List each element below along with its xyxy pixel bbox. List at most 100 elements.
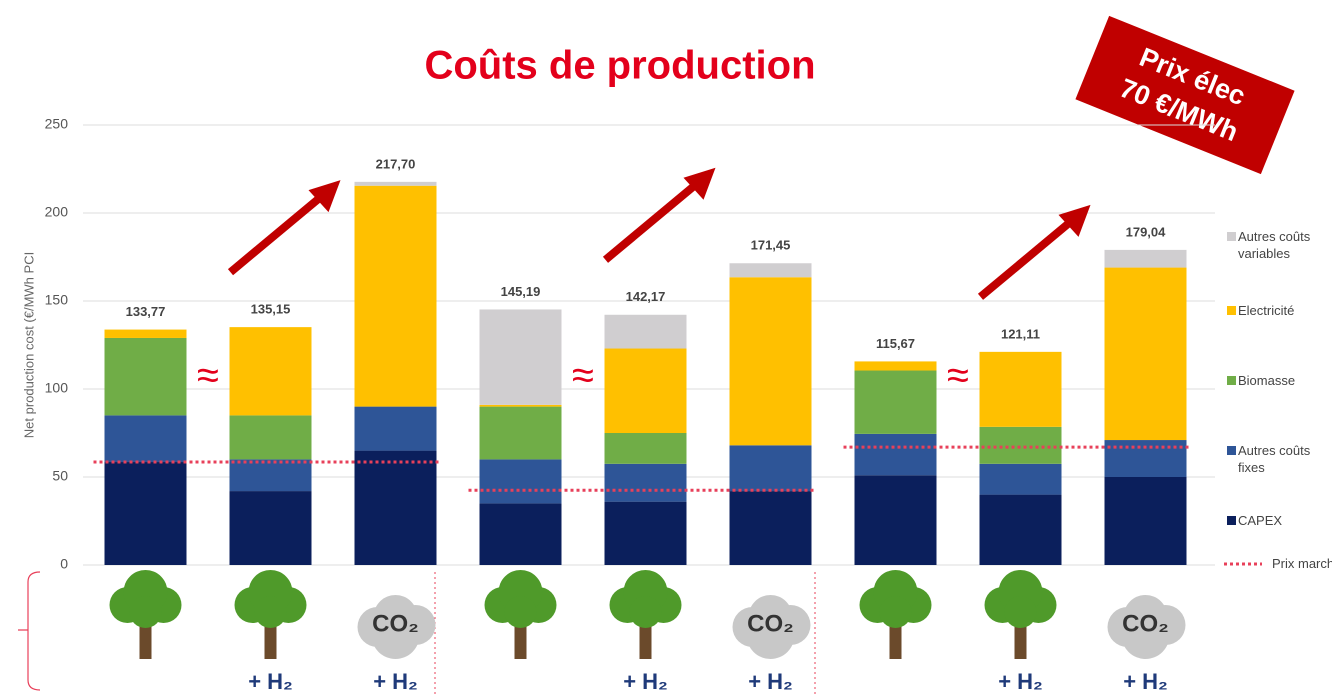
approx-symbol: ≈ bbox=[197, 354, 219, 398]
bar-segment bbox=[604, 463, 687, 502]
legend-item: Electricité bbox=[1238, 303, 1295, 318]
bar-segment bbox=[479, 404, 562, 407]
tree-icon bbox=[859, 570, 932, 659]
bar-segment bbox=[979, 463, 1062, 495]
bar-segment bbox=[229, 327, 312, 416]
bar-segment bbox=[479, 459, 562, 504]
bar-segment bbox=[604, 314, 687, 349]
tree-icon bbox=[109, 570, 182, 659]
x-tick-label: + H₂ bbox=[748, 669, 793, 694]
total-label: 115,67 bbox=[876, 336, 915, 351]
co2-label: CO₂ bbox=[1122, 610, 1169, 637]
y-tick-label: 50 bbox=[52, 468, 68, 484]
bar-segment bbox=[229, 491, 312, 565]
bar-segment bbox=[979, 494, 1062, 565]
bar-segment bbox=[854, 370, 937, 434]
tree-canopy bbox=[504, 596, 537, 628]
bar-segment bbox=[104, 329, 187, 338]
bar-segment bbox=[729, 445, 812, 492]
total-label: 133,77 bbox=[126, 304, 166, 319]
co2-icon: CO₂ bbox=[1107, 595, 1186, 659]
tree-icon bbox=[234, 570, 307, 659]
tree-icon bbox=[484, 570, 557, 659]
legend-item: Prix marché bbox=[1272, 556, 1332, 571]
cloud-part bbox=[746, 611, 795, 659]
total-label: 217,70 bbox=[376, 156, 416, 171]
tree-icon bbox=[984, 570, 1057, 659]
bar-segment bbox=[104, 337, 187, 416]
y-tick-label: 0 bbox=[60, 556, 68, 572]
bar-segment bbox=[229, 415, 312, 460]
bar-segment bbox=[1104, 477, 1187, 565]
bar-segment bbox=[354, 450, 437, 565]
trend-arrow bbox=[977, 218, 1074, 300]
bar-segment bbox=[479, 309, 562, 405]
cloud-part bbox=[1121, 611, 1170, 659]
legend-item: Autres coûts fixes bbox=[1238, 443, 1311, 475]
bar-segment bbox=[604, 433, 687, 464]
y-tick-label: 200 bbox=[45, 204, 69, 220]
legend-swatch bbox=[1227, 306, 1236, 315]
tree-canopy bbox=[129, 596, 162, 628]
bar-segment bbox=[1104, 267, 1187, 441]
bar-segment bbox=[479, 406, 562, 460]
bar-segment bbox=[604, 348, 687, 433]
bar-segment bbox=[854, 475, 937, 565]
x-tick-label: + H₂ bbox=[623, 669, 668, 694]
y-tick-label: 150 bbox=[45, 292, 69, 308]
co2-icon: CO₂ bbox=[357, 595, 436, 659]
bar-segment bbox=[729, 491, 812, 565]
bar-segment bbox=[604, 501, 687, 565]
chart-title: Coûts de production bbox=[424, 44, 815, 88]
tree-canopy bbox=[1004, 596, 1037, 628]
legend-item: CAPEX bbox=[1238, 513, 1283, 528]
x-tick-label: + H₂ bbox=[998, 669, 1043, 694]
tree-canopy bbox=[879, 596, 912, 628]
approx-symbol: ≈ bbox=[947, 354, 969, 398]
bar-segment bbox=[729, 277, 812, 446]
legend-item: Autres coûts variables bbox=[1238, 229, 1311, 261]
y-axis-label: Net production cost (€/MWh PCI bbox=[21, 252, 36, 438]
approx-symbol: ≈ bbox=[572, 354, 594, 398]
y-tick-label: 100 bbox=[45, 380, 69, 396]
tree-canopy bbox=[254, 596, 287, 628]
trend-arrow-head bbox=[308, 180, 341, 213]
cloud-part bbox=[371, 611, 420, 659]
bar-segment bbox=[979, 426, 1062, 464]
total-label: 145,19 bbox=[501, 284, 541, 299]
trend-arrow-head bbox=[1058, 204, 1091, 237]
legend-swatch bbox=[1227, 376, 1236, 385]
bar-segment bbox=[479, 503, 562, 565]
badge-box bbox=[1075, 15, 1295, 175]
trend-arrow-head bbox=[683, 167, 716, 200]
bar-segment bbox=[1104, 249, 1187, 268]
legend-swatch bbox=[1227, 446, 1236, 455]
bar-segment bbox=[229, 459, 312, 492]
x-tick-label: + H₂ bbox=[248, 669, 293, 694]
x-tick-label: + H₂ bbox=[1123, 669, 1168, 694]
bar-segment bbox=[104, 415, 187, 463]
tree-icon bbox=[609, 570, 682, 659]
trend-arrow bbox=[602, 181, 699, 263]
co2-icon: CO₂ bbox=[732, 595, 811, 659]
bracket bbox=[18, 571, 41, 691]
co2-label: CO₂ bbox=[747, 610, 794, 637]
total-label: 142,17 bbox=[626, 289, 666, 304]
co2-label: CO₂ bbox=[372, 610, 419, 637]
tree-canopy bbox=[629, 596, 662, 628]
x-tick-label: + H₂ bbox=[373, 669, 418, 694]
total-label: 179,04 bbox=[1126, 224, 1167, 239]
total-label: 171,45 bbox=[751, 238, 791, 253]
bar-segment bbox=[729, 263, 812, 278]
trend-arrow bbox=[227, 194, 324, 276]
bar-segment bbox=[854, 361, 937, 371]
bar-segment bbox=[354, 406, 437, 451]
legend-swatch bbox=[1227, 516, 1236, 525]
total-label: 121,11 bbox=[1001, 326, 1040, 341]
legend-item: Biomasse bbox=[1238, 373, 1296, 388]
bar-segment bbox=[104, 462, 187, 565]
bar-segment bbox=[854, 433, 937, 476]
price-badge: Prix élec 70 €/MWh bbox=[1075, 15, 1295, 175]
legend-swatch bbox=[1227, 232, 1236, 241]
